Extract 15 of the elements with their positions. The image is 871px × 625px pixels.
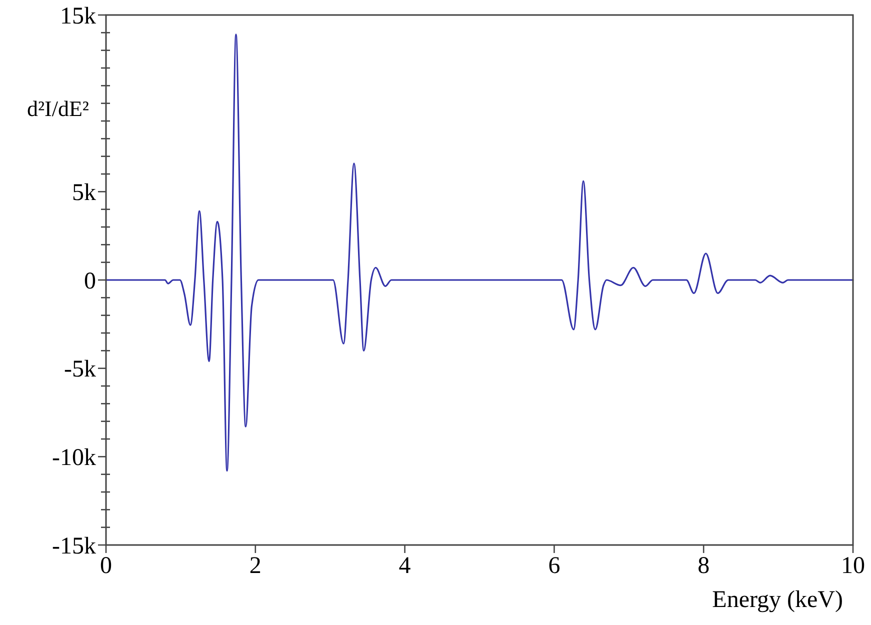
x-tick-label: 8 <box>698 553 710 579</box>
line-series <box>105 34 854 472</box>
x-axis-title: Energy (keV) <box>712 587 843 613</box>
y-tick-label: 0 <box>84 268 96 294</box>
y-tick-label: -5k <box>64 356 96 383</box>
y-axis-title: d²I/dE² <box>26 96 90 121</box>
x-tick-label: 4 <box>398 553 411 579</box>
y-tick-label: -15k <box>52 533 96 560</box>
x-tick-label: 0 <box>100 553 112 579</box>
y-tick-label: 5k <box>72 180 96 206</box>
y-tick-label: -10k <box>52 445 96 472</box>
x-tick-label: 10 <box>841 553 865 579</box>
y-tick-label: 15k <box>60 3 96 30</box>
x-tick-label: 2 <box>249 553 262 579</box>
x-tick-label: 6 <box>548 553 560 579</box>
